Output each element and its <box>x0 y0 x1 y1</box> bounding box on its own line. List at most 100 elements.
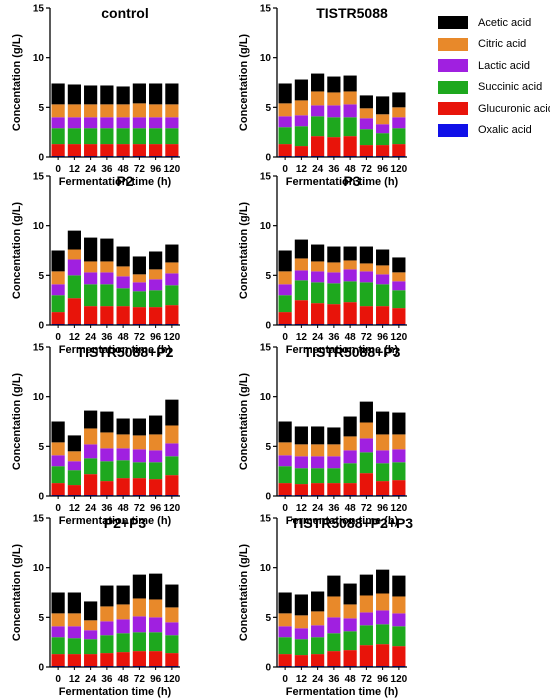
bar-segment-glucuronic-acid-120h <box>392 144 406 157</box>
bar-segment-lactic-acid-72h <box>359 438 373 453</box>
bar-segment-citric-acid-72h <box>359 263 373 272</box>
bar-segment-acetic-acid-96h <box>376 569 390 594</box>
y-tick-label: 10 <box>260 53 272 64</box>
bar-segment-lactic-acid-12h <box>294 115 308 127</box>
bar-segment-succinic-acid-36h <box>100 284 114 307</box>
bar-segment-lactic-acid-0h <box>51 626 65 638</box>
x-tick-label: 24 <box>312 332 324 343</box>
panel-title: control <box>101 5 148 21</box>
bar-segment-acetic-acid-36h <box>100 585 114 607</box>
x-tick-label: 36 <box>101 674 113 685</box>
y-tick-label: 10 <box>33 53 45 64</box>
x-tick-label: 24 <box>312 164 324 175</box>
y-axis-label: Concentation (g/L) <box>11 373 23 470</box>
y-tick-label: 5 <box>265 103 271 114</box>
bar-segment-lactic-acid-72h <box>359 118 373 130</box>
bar-segment-lactic-acid-48h <box>343 618 357 632</box>
bar-segment-glucuronic-acid-24h <box>311 654 325 667</box>
bar-segment-succinic-acid-0h <box>51 128 65 145</box>
bar-segment-succinic-acid-0h <box>51 295 65 313</box>
bar-segment-glucuronic-acid-48h <box>116 306 130 325</box>
panel-title: TISTR5088+P2 <box>77 344 174 360</box>
x-tick-label: 96 <box>377 674 389 685</box>
x-tick-label: 12 <box>296 164 308 175</box>
bar-segment-glucuronic-acid-12h <box>294 655 308 667</box>
y-axis-label: Concentation (g/L) <box>238 373 250 470</box>
bar-segment-glucuronic-acid-48h <box>343 650 357 666</box>
bar-segment-acetic-acid-72h <box>359 95 373 109</box>
bar-segment-glucuronic-acid-72h <box>359 645 373 667</box>
panel-title: TISTR5088+P2+P3 <box>291 515 413 531</box>
bar-segment-acetic-acid-12h <box>294 594 308 616</box>
x-tick-label: 72 <box>361 503 373 514</box>
bar-segment-acetic-acid-36h <box>327 246 341 263</box>
bar-segment-glucuronic-acid-96h <box>376 145 390 157</box>
bar-segment-acetic-acid-48h <box>343 583 357 605</box>
x-tick-label: 96 <box>377 164 389 175</box>
bar-segment-lactic-acid-48h <box>116 276 130 289</box>
bar-segment-citric-acid-72h <box>132 435 146 450</box>
bar-segment-lactic-acid-36h <box>327 272 341 284</box>
bar-segment-acetic-acid-0h <box>51 592 65 614</box>
x-tick-label: 12 <box>296 674 308 685</box>
bar-segment-lactic-acid-48h <box>343 104 357 118</box>
bar-segment-lactic-acid-24h <box>311 625 325 638</box>
bar-segment-acetic-acid-120h <box>165 244 179 263</box>
bar-segment-glucuronic-acid-48h <box>343 483 357 496</box>
legend-label-oxalic: Oxalic acid <box>478 124 532 137</box>
y-axis-label: Concentation (g/L) <box>11 202 23 299</box>
bar-segment-succinic-acid-36h <box>327 468 341 484</box>
bar-segment-citric-acid-120h <box>392 434 406 450</box>
bar-segment-acetic-acid-12h <box>67 592 81 614</box>
bar-segment-glucuronic-acid-24h <box>311 483 325 496</box>
bar-segment-acetic-acid-96h <box>376 411 390 435</box>
bar-segment-acetic-acid-36h <box>100 238 114 262</box>
bar-segment-acetic-acid-36h <box>327 575 341 597</box>
x-tick-label: 120 <box>391 332 408 343</box>
x-tick-label: 72 <box>361 164 373 175</box>
bar-segment-succinic-acid-72h <box>132 291 146 308</box>
bar-segment-succinic-acid-36h <box>100 461 114 482</box>
bar-segment-citric-acid-96h <box>149 434 163 451</box>
bar-segment-lactic-acid-72h <box>132 449 146 463</box>
bar-segment-acetic-acid-48h <box>343 246 357 261</box>
x-tick-label: 0 <box>55 332 61 343</box>
x-tick-label: 24 <box>85 674 97 685</box>
bar-segment-glucuronic-acid-0h <box>278 312 292 325</box>
bar-segment-glucuronic-acid-96h <box>376 306 390 325</box>
bar-segment-acetic-acid-120h <box>165 584 179 608</box>
x-tick-label: 48 <box>118 503 130 514</box>
y-tick-label: 5 <box>265 271 271 282</box>
legend-item-glucuronic: Glucuronic acid <box>438 98 550 120</box>
bar-segment-acetic-acid-96h <box>149 251 163 270</box>
y-tick-label: 5 <box>265 613 271 624</box>
legend-swatch-glucuronic <box>438 102 468 116</box>
bar-segment-succinic-acid-24h <box>84 639 98 655</box>
bar-segment-lactic-acid-96h <box>376 124 390 134</box>
bar-segment-citric-acid-0h <box>278 271 292 285</box>
bar-segment-acetic-acid-36h <box>327 76 341 93</box>
y-tick-label: 15 <box>260 4 272 15</box>
bar-segment-lactic-acid-48h <box>343 450 357 464</box>
y-tick-label: 5 <box>38 613 44 624</box>
bar-segment-lactic-acid-120h <box>392 117 406 129</box>
bar-segment-citric-acid-120h <box>165 425 179 444</box>
legend-swatch-oxalic <box>438 123 468 137</box>
bar-segment-acetic-acid-0h <box>51 421 65 443</box>
bar-segment-acetic-acid-24h <box>311 73 325 92</box>
x-axis-label: Fermentation time (h) <box>286 344 399 356</box>
legend-label-succinic: Succinic acid <box>478 81 543 94</box>
bar-segment-citric-acid-0h <box>51 613 65 627</box>
x-tick-label: 0 <box>282 164 288 175</box>
x-tick-label: 36 <box>328 164 340 175</box>
bar-segment-succinic-acid-0h <box>278 127 292 145</box>
bar-segment-glucuronic-acid-12h <box>294 484 308 496</box>
bar-segment-succinic-acid-72h <box>132 632 146 652</box>
x-tick-label: 96 <box>150 674 162 685</box>
bar-segment-acetic-acid-24h <box>84 410 98 429</box>
bar-segment-citric-acid-24h <box>311 261 325 272</box>
x-tick-label: 48 <box>118 332 130 343</box>
bar-segment-citric-acid-24h <box>84 104 98 118</box>
bar-segment-succinic-acid-48h <box>343 463 357 484</box>
